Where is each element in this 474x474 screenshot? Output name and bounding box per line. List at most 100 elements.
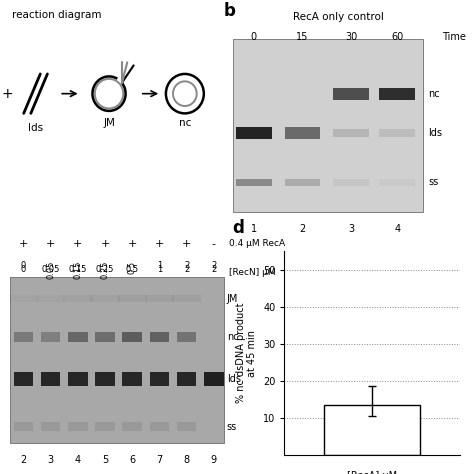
- Bar: [95, 332, 115, 342]
- Bar: [122, 372, 142, 386]
- Text: 1: 1: [157, 261, 162, 270]
- Bar: [379, 88, 415, 100]
- Bar: [379, 179, 415, 186]
- Bar: [284, 179, 320, 186]
- Text: 0.5: 0.5: [128, 261, 137, 274]
- Bar: [177, 372, 196, 386]
- Bar: [36, 295, 65, 302]
- Text: lds: lds: [428, 128, 442, 138]
- Bar: [14, 372, 33, 386]
- Text: nc: nc: [227, 331, 238, 342]
- Text: 2: 2: [300, 224, 306, 234]
- Text: ss: ss: [227, 421, 237, 432]
- Text: 6: 6: [129, 455, 135, 465]
- Bar: [95, 372, 115, 386]
- Text: 0.5: 0.5: [126, 265, 139, 274]
- Bar: [41, 372, 60, 386]
- Bar: [379, 129, 415, 137]
- Text: 3: 3: [348, 224, 354, 234]
- Text: 0.15: 0.15: [73, 261, 82, 279]
- Bar: [177, 332, 196, 342]
- Text: 0.4 μM RecA: 0.4 μM RecA: [229, 239, 285, 248]
- Text: +: +: [100, 239, 109, 249]
- Text: 0: 0: [251, 32, 257, 42]
- Bar: [95, 422, 115, 431]
- Bar: [233, 39, 423, 212]
- Bar: [14, 422, 33, 431]
- Text: +: +: [128, 239, 137, 249]
- Bar: [145, 295, 174, 302]
- Text: 8: 8: [183, 455, 190, 465]
- Text: 0.05: 0.05: [46, 261, 55, 279]
- Text: JM: JM: [103, 118, 115, 128]
- Text: -: -: [212, 239, 216, 249]
- Bar: [172, 295, 201, 302]
- Text: 2: 2: [211, 261, 217, 270]
- Text: 4: 4: [75, 455, 81, 465]
- Text: 1: 1: [251, 224, 257, 234]
- Text: reaction diagram: reaction diagram: [12, 10, 101, 20]
- Text: 15: 15: [296, 32, 309, 42]
- Bar: [41, 332, 60, 342]
- Text: 0: 0: [21, 261, 26, 270]
- Text: nc: nc: [428, 89, 439, 99]
- Text: +: +: [182, 239, 191, 249]
- Text: 60: 60: [391, 32, 403, 42]
- Bar: [333, 179, 369, 186]
- Text: JM: JM: [227, 293, 238, 304]
- Text: nc: nc: [179, 118, 191, 128]
- Bar: [236, 127, 272, 139]
- Text: 2: 2: [184, 265, 189, 274]
- Text: 9: 9: [211, 455, 217, 465]
- Text: +: +: [19, 239, 28, 249]
- Text: 4: 4: [394, 224, 400, 234]
- Y-axis label: % nc dsDNA product
at 45 min: % nc dsDNA product at 45 min: [236, 303, 257, 403]
- Text: b: b: [223, 2, 235, 20]
- Bar: [177, 422, 196, 431]
- Text: 0.25: 0.25: [96, 265, 114, 274]
- Bar: [41, 422, 60, 431]
- Text: 0.25: 0.25: [100, 261, 109, 279]
- Text: 1: 1: [157, 265, 162, 274]
- Text: ss: ss: [428, 177, 438, 187]
- Text: 2: 2: [20, 455, 27, 465]
- Bar: [63, 295, 92, 302]
- Text: 7: 7: [156, 455, 163, 465]
- Bar: [236, 179, 272, 186]
- Text: 0.15: 0.15: [69, 265, 87, 274]
- Bar: [9, 295, 38, 302]
- Text: 2: 2: [211, 265, 217, 274]
- Text: 0.05: 0.05: [41, 265, 60, 274]
- Text: 30: 30: [345, 32, 357, 42]
- Text: d: d: [232, 219, 244, 237]
- Bar: [122, 422, 142, 431]
- Bar: [284, 127, 320, 139]
- Text: RecA only control: RecA only control: [293, 12, 384, 22]
- Bar: [333, 129, 369, 137]
- Bar: [10, 277, 224, 443]
- Text: Time: Time: [442, 32, 465, 42]
- Bar: [68, 332, 88, 342]
- Text: +: +: [155, 239, 164, 249]
- Text: lds: lds: [227, 374, 241, 384]
- Bar: [118, 295, 147, 302]
- Text: [RecA] μM: [RecA] μM: [347, 471, 397, 474]
- Bar: [14, 332, 33, 342]
- Text: 0: 0: [21, 265, 26, 274]
- Text: 2: 2: [184, 261, 189, 270]
- Bar: [68, 422, 88, 431]
- Bar: [204, 372, 224, 386]
- Text: 5: 5: [102, 455, 108, 465]
- Bar: [333, 88, 369, 100]
- Bar: [150, 372, 169, 386]
- Text: +: +: [73, 239, 82, 249]
- Bar: [150, 332, 169, 342]
- Text: lds: lds: [28, 123, 43, 133]
- Text: +: +: [1, 87, 13, 100]
- Text: +: +: [46, 239, 55, 249]
- Bar: [150, 422, 169, 431]
- Text: [RecN] μM: [RecN] μM: [229, 268, 276, 277]
- Bar: [324, 405, 420, 455]
- Bar: [91, 295, 120, 302]
- Text: 3: 3: [47, 455, 54, 465]
